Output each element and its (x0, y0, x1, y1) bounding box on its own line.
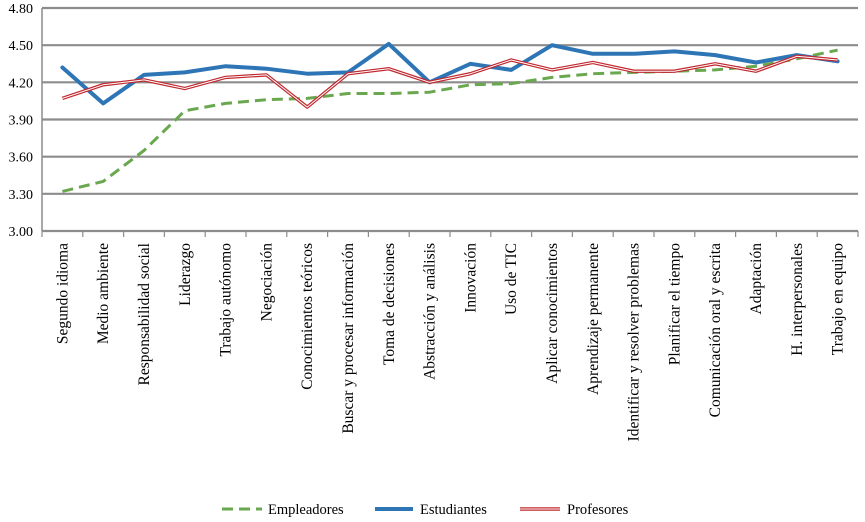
x-tick-label: Adaptación (748, 243, 765, 315)
y-tick-label: 3.00 (9, 225, 34, 240)
x-tick-label: Innovación (462, 243, 479, 313)
x-tick-label: Medio ambiente (95, 243, 112, 344)
x-tick-label: H. interpersonales (789, 243, 806, 356)
gridlines (42, 6, 858, 233)
y-tick-label: 4.50 (9, 39, 34, 54)
x-tick-label: Conocimientos teóricos (299, 243, 316, 390)
x-tick-label: Responsabilidad social (136, 243, 153, 386)
x-tick-label: Planificar el tiempo (666, 243, 683, 365)
series-lines (60, 41, 840, 193)
x-tick-label: Abstracción y análisis (422, 243, 439, 380)
x-tick-label: Identificar y resolver problemas (626, 243, 643, 441)
y-tick-label: 3.30 (9, 188, 34, 203)
legend-estudiantes-label: Estudiantes (420, 502, 487, 518)
legend-empleadores-label: Empleadores (268, 502, 344, 518)
legend: Empleadores Estudiantes Profesores (222, 502, 629, 518)
x-tick-label: Toma de decisiones (381, 243, 398, 365)
x-tick-label: Aplicar conocimientos (544, 243, 561, 384)
y-tick-label: 3.90 (9, 114, 34, 129)
y-tick-label: 4.20 (9, 76, 34, 91)
y-tick-label: 4.80 (9, 2, 34, 17)
series-line-estudiantes (60, 41, 840, 106)
series-line-empleadores (62, 48, 838, 193)
x-tick-label: Negociación (258, 243, 275, 322)
x-tick-label: Buscar y procesar información (340, 243, 357, 434)
y-axis-tick-labels: 3.00 3.30 3.60 3.90 4.20 4.50 4.80 (9, 2, 34, 240)
x-tick-label: Comunicación oral y escrita (707, 243, 724, 417)
x-tick-label: Segundo idioma (54, 243, 71, 344)
series-line-profesores-core (62, 55, 838, 108)
axes (41, 8, 859, 237)
x-tick-label: Trabajo en equipo (830, 243, 847, 355)
x-tick-label: Aprendizaje permanente (585, 243, 602, 395)
x-axis-tick-labels: Segundo idioma Medio ambiente Responsabili… (54, 243, 846, 442)
legend-profesores-label: Profesores (567, 502, 629, 518)
x-tick-label: Trabajo autónomo (218, 243, 235, 357)
y-tick-label: 3.60 (9, 151, 34, 166)
x-tick-label: Liderazgo (177, 243, 194, 306)
x-tick-label: Uso de TIC (503, 243, 520, 315)
